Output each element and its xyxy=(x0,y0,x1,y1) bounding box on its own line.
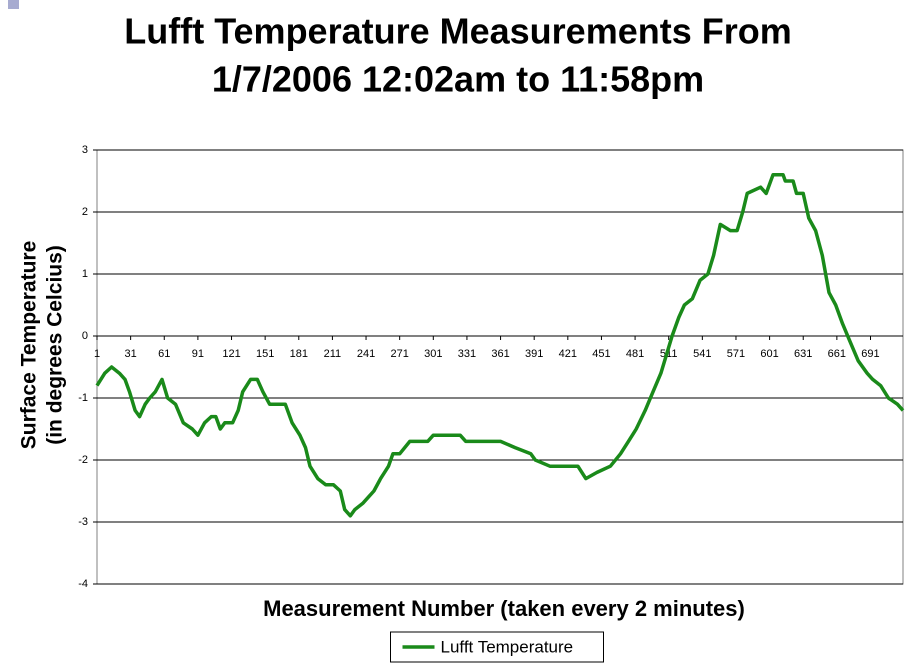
slide-bullet xyxy=(8,0,19,9)
x-tick-label: 301 xyxy=(424,348,442,360)
x-tick-label: 91 xyxy=(192,348,204,360)
y-tick-label: 2 xyxy=(82,206,88,218)
x-tick-label: 571 xyxy=(727,348,745,360)
legend-label: Lufft Temperature xyxy=(441,637,574,656)
x-tick-label: 271 xyxy=(390,348,408,360)
y-tick-label: -4 xyxy=(78,578,88,590)
legend-box xyxy=(390,631,604,663)
y-tick-label: -3 xyxy=(78,516,88,528)
x-tick-label: 601 xyxy=(760,348,778,360)
x-axis-label: Measurement Number (taken every 2 minute… xyxy=(263,596,745,621)
plot-area xyxy=(96,149,904,585)
x-tick-label: 391 xyxy=(525,348,543,360)
y-tick-label: -2 xyxy=(78,454,88,466)
y-axis-label: (in degrees Celcius) xyxy=(44,245,67,445)
y-axis-label: Surface Temperature xyxy=(18,241,41,450)
chart-title: 1/7/2006 12:02am to 11:58pm xyxy=(212,59,704,100)
x-tick-label: 631 xyxy=(794,348,812,360)
data-line xyxy=(95,173,905,518)
chart-title: Lufft Temperature Measurements From xyxy=(124,11,791,52)
x-tick-label: 421 xyxy=(559,348,577,360)
x-tick-label: 211 xyxy=(324,348,342,360)
y-tick-label: 3 xyxy=(82,144,88,156)
x-tick-label: 541 xyxy=(693,348,711,360)
y-tick-label: 0 xyxy=(82,330,88,342)
legend: Lufft Temperature xyxy=(390,631,604,663)
x-tick-label: 481 xyxy=(626,348,644,360)
x-tick-label: 31 xyxy=(125,348,137,360)
x-tick-label: 151 xyxy=(256,348,274,360)
x-tick-label: 1 xyxy=(94,348,100,360)
x-tick-label: 451 xyxy=(592,348,610,360)
x-tick-label: 181 xyxy=(290,348,308,360)
x-tick-label: 241 xyxy=(357,348,375,360)
x-tick-label: 121 xyxy=(222,348,240,360)
y-tick-label: -1 xyxy=(78,392,88,404)
y-tick-label: 1 xyxy=(82,268,88,280)
x-tick-label: 661 xyxy=(828,348,846,360)
x-tick-label: 331 xyxy=(458,348,476,360)
x-tick-label: 691 xyxy=(861,348,879,360)
x-tick-label: 61 xyxy=(158,348,170,360)
x-tick-label: 361 xyxy=(491,348,509,360)
